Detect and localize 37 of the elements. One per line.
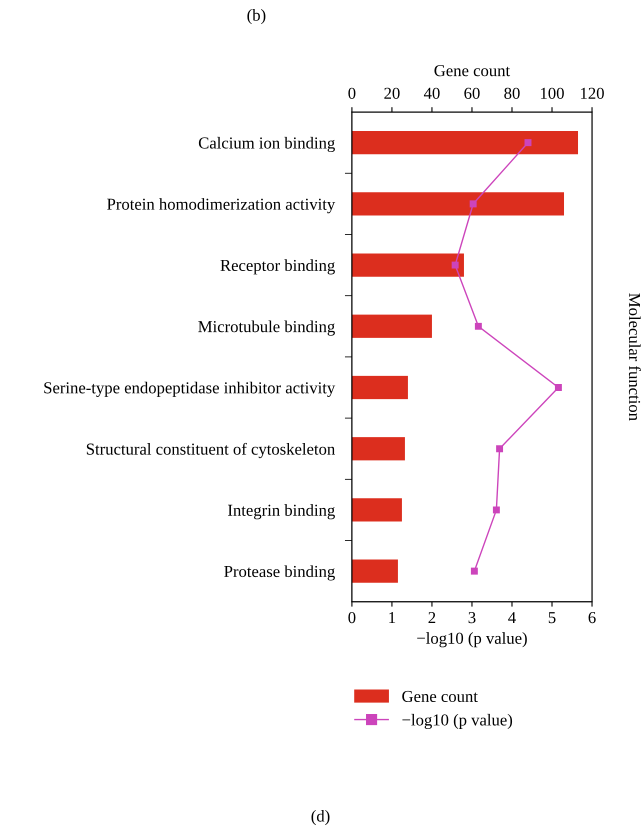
- x-tick-label: 3: [468, 612, 476, 624]
- x-axis-title: −log10 (p value): [417, 632, 527, 648]
- point: [524, 139, 532, 146]
- y-tick-label: Protein homodimerization activity: [107, 198, 336, 214]
- point: [554, 384, 562, 391]
- y-tick-label: Serine-type endopeptidase inhibitor activity: [44, 382, 336, 397]
- point: [452, 262, 459, 269]
- x2-tick-label: 40: [424, 88, 440, 99]
- x2-tick-label: 120: [580, 88, 604, 99]
- point: [470, 568, 478, 575]
- x2-tick-label: 60: [464, 88, 480, 99]
- text: (d): [312, 810, 330, 826]
- x2-tick-label: 0: [348, 88, 356, 99]
- y-axis-title: Molecular function: [628, 293, 641, 421]
- x2-tick-label: 20: [384, 88, 400, 99]
- x-tick-label: 0: [348, 612, 356, 624]
- y-tick-label: Microtubule binding: [198, 320, 335, 336]
- legend-label: Gene count: [402, 690, 478, 702]
- y-tick-label: Calcium ion binding: [198, 136, 335, 152]
- x-tick-label: 5: [548, 612, 556, 624]
- x-tick-label: 6: [588, 612, 596, 624]
- legend-label: −log10 (p value): [402, 714, 512, 730]
- point: [496, 445, 504, 452]
- x-tick-label: 2: [428, 612, 436, 624]
- point: [492, 506, 500, 514]
- y-tick-label: Integrin binding: [228, 504, 335, 520]
- x-tick-label: 1: [389, 612, 396, 624]
- x2-tick-label: 80: [504, 88, 520, 99]
- x2-tick-label: 100: [540, 88, 564, 99]
- y-tick-label: Protease binding: [224, 565, 335, 581]
- x2-axis-title: Gene count: [434, 65, 510, 76]
- y-tick-label: Structural constituent of cytoskeleton: [86, 442, 335, 458]
- text: (b): [247, 9, 266, 24]
- x-tick-label: 4: [508, 612, 516, 624]
- y-tick-label: Receptor binding: [220, 259, 335, 274]
- point: [470, 200, 477, 208]
- point: [474, 322, 482, 330]
